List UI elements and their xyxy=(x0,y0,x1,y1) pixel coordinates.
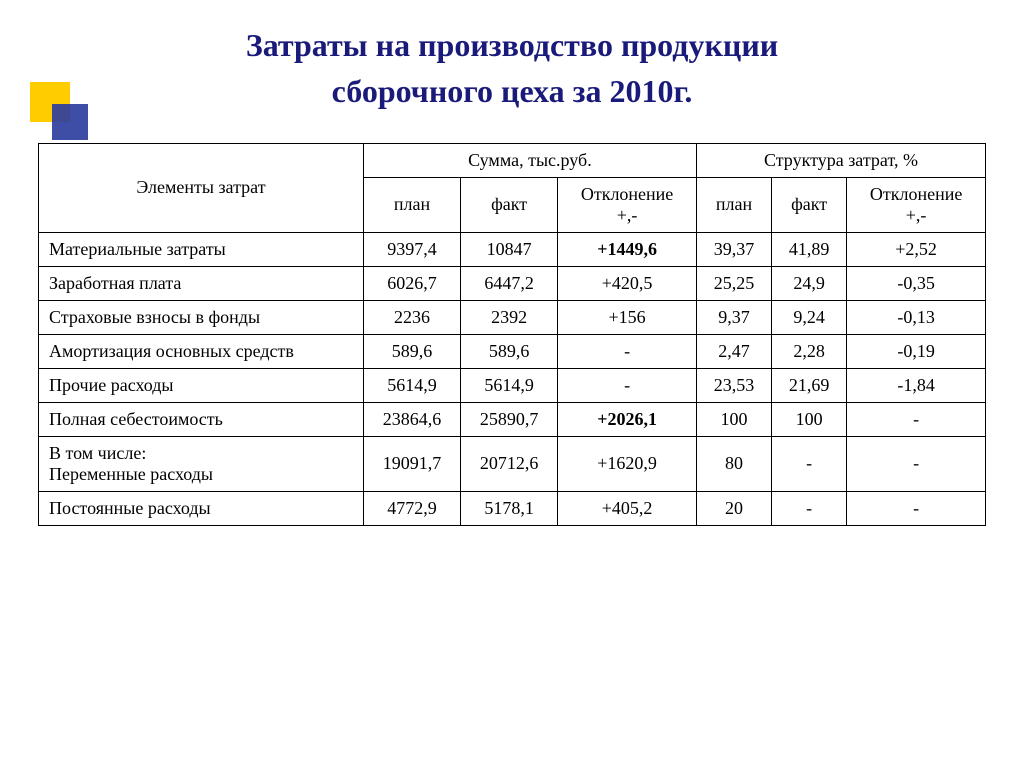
slide-decor xyxy=(30,82,86,138)
cell-str-fact: - xyxy=(772,436,847,491)
cell-sum-fact: 2392 xyxy=(461,300,558,334)
cell-sum-plan: 6026,7 xyxy=(363,266,460,300)
cell-label: В том числе:Переменные расходы xyxy=(39,436,364,491)
cell-sum-plan: 19091,7 xyxy=(363,436,460,491)
cell-sum-dev: - xyxy=(558,368,697,402)
cost-table-body: Материальные затраты9397,410847+1449,639… xyxy=(39,232,986,525)
title-line-2: сборочного цеха за 2010г. xyxy=(332,73,693,109)
cell-sum-plan: 9397,4 xyxy=(363,232,460,266)
cell-sum-plan: 589,6 xyxy=(363,334,460,368)
cell-str-fact: 100 xyxy=(772,402,847,436)
col-str-plan: план xyxy=(696,177,771,232)
col-group-sum: Сумма, тыс.руб. xyxy=(363,143,696,177)
cell-str-fact: - xyxy=(772,491,847,525)
cell-label: Заработная плата xyxy=(39,266,364,300)
cell-sum-fact: 5178,1 xyxy=(461,491,558,525)
cell-str-plan: 39,37 xyxy=(696,232,771,266)
cell-str-fact: 21,69 xyxy=(772,368,847,402)
table-row: Материальные затраты9397,410847+1449,639… xyxy=(39,232,986,266)
table-row: Заработная плата6026,76447,2+420,525,252… xyxy=(39,266,986,300)
cell-str-fact: 9,24 xyxy=(772,300,847,334)
col-sum-plan: план xyxy=(363,177,460,232)
col-sum-dev: Отклонение+,- xyxy=(558,177,697,232)
table-row: В том числе:Переменные расходы19091,7207… xyxy=(39,436,986,491)
cell-sum-dev: - xyxy=(558,334,697,368)
cell-label: Страховые взносы в фонды xyxy=(39,300,364,334)
cell-str-fact: 24,9 xyxy=(772,266,847,300)
cell-label: Постоянные расходы xyxy=(39,491,364,525)
header-row-1: Элементы затрат Сумма, тыс.руб. Структур… xyxy=(39,143,986,177)
cell-str-dev: - xyxy=(847,491,986,525)
cell-str-plan: 9,37 xyxy=(696,300,771,334)
decor-blue-square xyxy=(52,104,88,140)
cell-label: Полная себестоимость xyxy=(39,402,364,436)
cell-str-dev: - xyxy=(847,436,986,491)
cell-sum-fact: 25890,7 xyxy=(461,402,558,436)
cell-sum-fact: 6447,2 xyxy=(461,266,558,300)
cost-table-wrap: Элементы затрат Сумма, тыс.руб. Структур… xyxy=(38,143,986,526)
cell-sum-dev: +1620,9 xyxy=(558,436,697,491)
col-elements: Элементы затрат xyxy=(39,143,364,232)
cell-sum-dev: +1449,6 xyxy=(558,232,697,266)
cell-sum-dev: +420,5 xyxy=(558,266,697,300)
cell-sum-fact: 20712,6 xyxy=(461,436,558,491)
cell-str-plan: 2,47 xyxy=(696,334,771,368)
cell-sum-dev: +156 xyxy=(558,300,697,334)
cell-sum-fact: 589,6 xyxy=(461,334,558,368)
cell-sum-plan: 5614,9 xyxy=(363,368,460,402)
cell-label: Амортизация основных средств xyxy=(39,334,364,368)
table-row: Прочие расходы5614,95614,9-23,5321,69-1,… xyxy=(39,368,986,402)
slide-title: Затраты на производство продукции сбороч… xyxy=(0,0,1024,115)
cell-str-dev: -0,19 xyxy=(847,334,986,368)
cell-str-dev: -0,13 xyxy=(847,300,986,334)
cell-str-plan: 20 xyxy=(696,491,771,525)
cell-str-plan: 25,25 xyxy=(696,266,771,300)
cell-str-fact: 41,89 xyxy=(772,232,847,266)
table-row: Страховые взносы в фонды22362392+1569,37… xyxy=(39,300,986,334)
cell-str-dev: -1,84 xyxy=(847,368,986,402)
cell-str-plan: 100 xyxy=(696,402,771,436)
col-sum-fact: факт xyxy=(461,177,558,232)
table-row: Амортизация основных средств589,6589,6-2… xyxy=(39,334,986,368)
cell-label: Материальные затраты xyxy=(39,232,364,266)
cell-sum-dev: +405,2 xyxy=(558,491,697,525)
title-line-1: Затраты на производство продукции xyxy=(246,27,778,63)
col-group-struct: Структура затрат, % xyxy=(696,143,985,177)
cell-str-dev: -0,35 xyxy=(847,266,986,300)
col-str-dev: Отклонение+,- xyxy=(847,177,986,232)
table-row: Полная себестоимость23864,625890,7+2026,… xyxy=(39,402,986,436)
table-row: Постоянные расходы4772,95178,1+405,220-- xyxy=(39,491,986,525)
cell-str-dev: +2,52 xyxy=(847,232,986,266)
cell-sum-plan: 2236 xyxy=(363,300,460,334)
cell-str-fact: 2,28 xyxy=(772,334,847,368)
cell-label: Прочие расходы xyxy=(39,368,364,402)
cell-sum-plan: 4772,9 xyxy=(363,491,460,525)
cell-str-plan: 80 xyxy=(696,436,771,491)
col-str-fact: факт xyxy=(772,177,847,232)
cell-sum-plan: 23864,6 xyxy=(363,402,460,436)
cell-str-dev: - xyxy=(847,402,986,436)
cell-sum-fact: 10847 xyxy=(461,232,558,266)
cost-table: Элементы затрат Сумма, тыс.руб. Структур… xyxy=(38,143,986,526)
cell-sum-fact: 5614,9 xyxy=(461,368,558,402)
cell-str-plan: 23,53 xyxy=(696,368,771,402)
cell-sum-dev: +2026,1 xyxy=(558,402,697,436)
